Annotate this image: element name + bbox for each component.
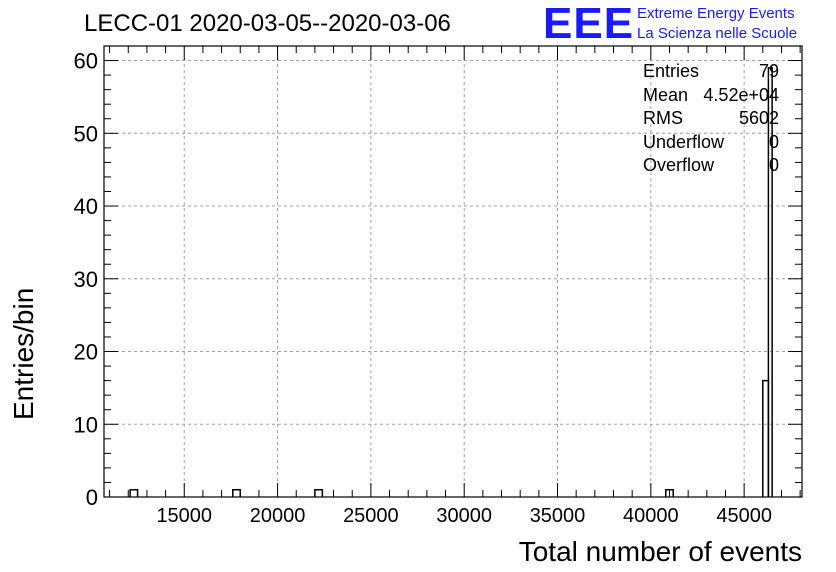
histogram-bin <box>129 488 139 497</box>
plot-frame <box>103 45 803 498</box>
histogram-bin <box>665 488 674 497</box>
x-tick-label: 40000 <box>623 505 679 527</box>
stats-row-underflow: Underflow 0 <box>643 131 779 155</box>
x-tick-label: 25000 <box>343 505 399 527</box>
chart-title: LECC-01 2020-03-05--2020-03-06 <box>84 10 451 37</box>
stats-label: Entries <box>643 61 700 81</box>
x-tick-label: 20000 <box>250 505 306 527</box>
stats-row-overflow: Overflow 0 <box>643 154 779 178</box>
stats-label: RMS <box>643 108 683 128</box>
logo-line-1: Extreme Energy Events <box>637 5 795 22</box>
stats-value: 0 <box>768 155 779 175</box>
y-tick-label: 10 <box>74 412 98 437</box>
x-tick-label: 35000 <box>530 505 586 527</box>
x-tick-label: 30000 <box>436 505 492 527</box>
stats-row-mean: Mean 4.52e+04 <box>643 84 779 108</box>
y-axis-label: Entries/bin <box>8 287 39 420</box>
stats-label: Overflow <box>643 155 715 175</box>
y-tick-label: 40 <box>74 194 98 219</box>
x-axis-label: Total number of events <box>518 536 802 567</box>
stats-label: Mean <box>643 84 689 105</box>
stats-value: 0 <box>768 131 779 152</box>
histogram-bin <box>314 488 324 497</box>
x-tick-label: 45000 <box>716 505 772 527</box>
y-tick-label: 30 <box>74 267 98 292</box>
stats-label: Underflow <box>643 131 725 152</box>
stats-row-rms: RMS 5602 <box>643 107 779 131</box>
eee-logo-text: Extreme Energy Events La Scienza nelle S… <box>637 4 797 44</box>
histogram-bin <box>762 379 770 497</box>
y-tick-label: 50 <box>74 121 98 146</box>
y-tick-label: 20 <box>74 340 98 365</box>
histogram-bin <box>767 67 773 497</box>
histogram-bin <box>232 488 241 497</box>
stats-row-entries: Entries 79 <box>643 60 779 84</box>
stats-value: 5602 <box>738 108 779 128</box>
logo-line-2: La Scienza nelle Scuole <box>637 25 798 42</box>
stats-value: 4.52e+04 <box>703 84 779 105</box>
x-tick-label: 15000 <box>156 505 212 527</box>
stats-box: Entries 79 Mean 4.52e+04 RMS 5602 Underf… <box>643 60 779 178</box>
y-tick-label: 0 <box>86 485 98 510</box>
y-tick-label: 60 <box>74 49 98 74</box>
stats-value: 79 <box>758 61 779 81</box>
eee-logo-mark: EEE <box>543 0 635 48</box>
